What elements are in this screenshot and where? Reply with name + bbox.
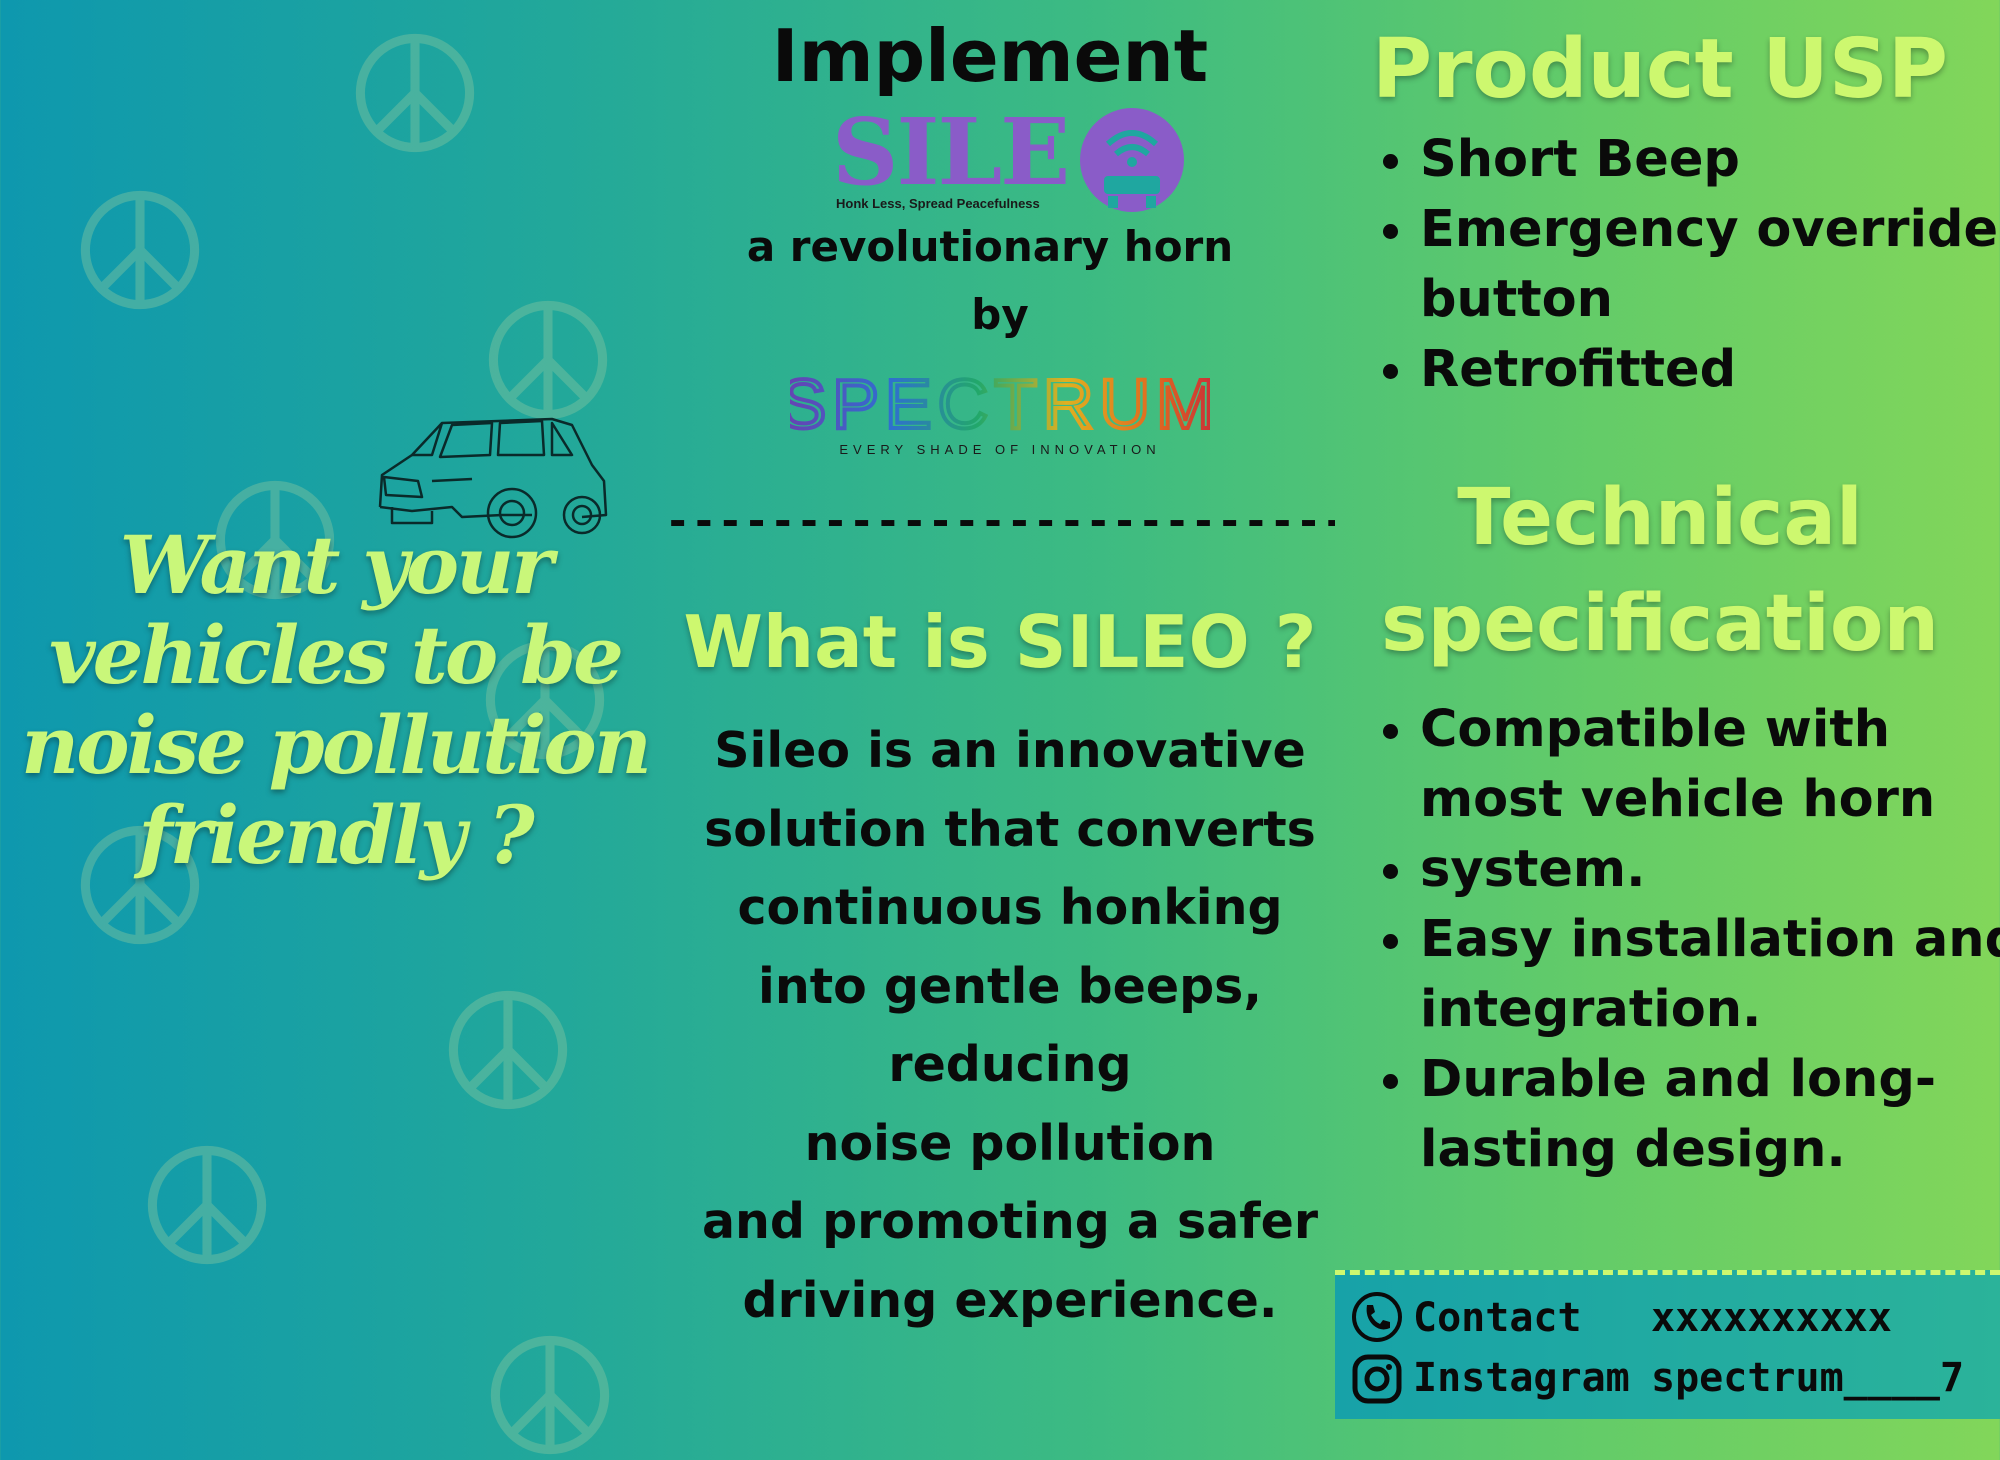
list-item: Emergency override button (1420, 195, 2000, 335)
car-icon (378, 417, 608, 539)
list-item: Short Beep (1420, 125, 2000, 195)
description-line: and promoting a safer (701, 1193, 1319, 1250)
peace-icon (147, 1145, 267, 1265)
description-line: solution that converts (704, 800, 1316, 858)
description-line: reducing (888, 1036, 1132, 1093)
instagram-icon (1352, 1354, 1402, 1404)
sileo-logo: SILE Honk Less, Spread Peacefulness (832, 104, 1184, 212)
product-usp-heading: Product USP (1371, 22, 1949, 117)
contact-value[interactable]: xxxxxxxxxx (1651, 1295, 1892, 1341)
contact-label: Contact (1413, 1295, 1582, 1341)
peace-icon (488, 300, 608, 420)
phone-icon (1352, 1292, 1402, 1342)
spectrum-logo: SPECTRUM EVERY SHADE OF INNOVATION (790, 368, 1210, 457)
peace-icon (80, 190, 200, 310)
instagram-label: Instagram (1413, 1355, 1630, 1401)
list-item: Easy installation and integration. (1420, 905, 2000, 1045)
implement-heading: Implement (771, 14, 1209, 98)
divider: -------------------------- (665, 496, 1335, 545)
list-item: Retrofitted (1420, 335, 2000, 405)
list-item: Durable and long-lasting design. (1420, 1045, 2000, 1185)
peace-icon (215, 480, 335, 600)
description-line: into gentle beeps, (758, 957, 1262, 1015)
peace-icon (485, 640, 605, 760)
usp-list: Short Beep Emergency override button Ret… (1376, 125, 2000, 405)
sileo-logo-text: SILE (832, 104, 1068, 206)
peace-icon (490, 1335, 610, 1455)
peace-icon (80, 825, 200, 945)
sileo-logo-tagline: Honk Less, Spread Peacefulness (836, 196, 1040, 211)
what-is-sileo-heading: What is SILEO ? (683, 600, 1317, 684)
hero-question: Want your vehicles to be noise pollution… (21, 518, 652, 882)
contact-box: Contact xxxxxxxxxx Instagram spectrum___… (1335, 1270, 2000, 1419)
technical-specification-heading: Technical specification (1360, 465, 1960, 677)
instagram-value[interactable]: spectrum____7 (1651, 1355, 1965, 1401)
spectrum-logo-tagline: EVERY SHADE OF INNOVATION (839, 442, 1160, 457)
description-line: driving experience. (742, 1271, 1278, 1329)
description: Sileo is an innovative solution that con… (680, 712, 1340, 1340)
spectrum-logo-text: SPECTRUM (790, 368, 1210, 443)
heading-line: specification (1381, 579, 1939, 669)
peace-icon (448, 990, 568, 1110)
heading-line: Technical (1457, 473, 1863, 563)
description-line: Sileo is an innovative (714, 722, 1306, 779)
description-line: noise pollution (804, 1114, 1216, 1172)
tagline: a revolutionary horn (746, 222, 1234, 271)
list-item: system. (1420, 835, 2000, 905)
tech-list: Compatible with most vehicle horn system… (1376, 695, 2000, 1185)
description-line: continuous honking (737, 879, 1283, 936)
by-text: by (971, 290, 1029, 339)
wifi-car-icon (1080, 108, 1184, 212)
peace-icon (355, 33, 475, 153)
list-item: Compatible with most vehicle horn (1420, 695, 2000, 835)
